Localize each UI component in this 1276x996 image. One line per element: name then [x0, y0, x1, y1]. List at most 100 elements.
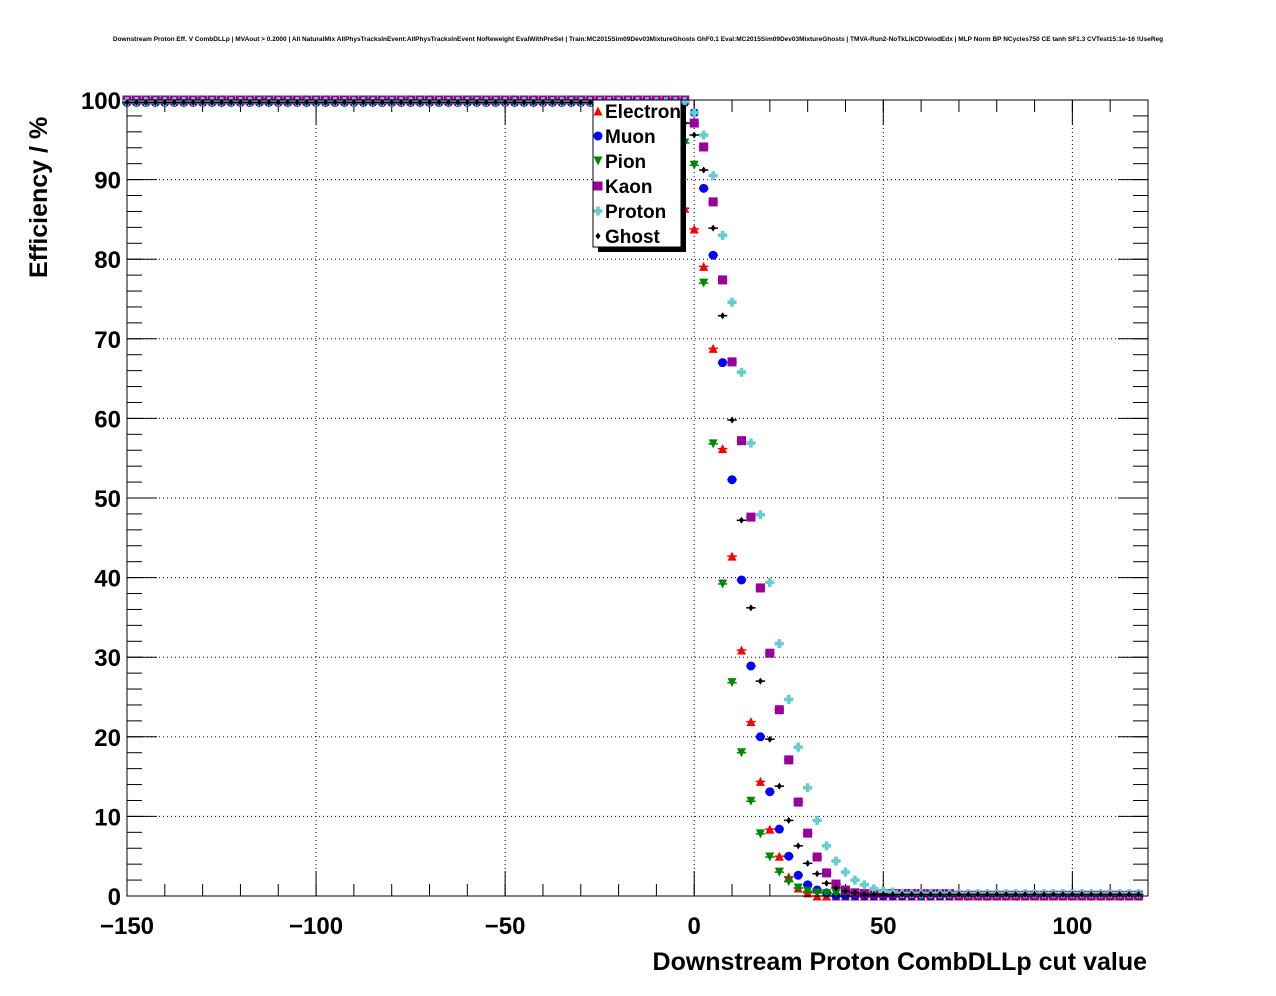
data-point	[436, 98, 442, 106]
data-point	[379, 98, 385, 106]
data-point	[708, 171, 718, 181]
data-point	[483, 98, 489, 106]
data-point	[689, 224, 699, 234]
data-point	[313, 98, 319, 106]
data-point	[133, 98, 139, 106]
data-point	[578, 98, 584, 106]
x-tick-label: 0	[688, 913, 701, 940]
data-point	[824, 879, 830, 887]
data-point	[736, 575, 746, 585]
data-point	[831, 879, 841, 889]
data-point	[795, 842, 801, 850]
data-point	[812, 852, 822, 862]
data-point	[408, 98, 414, 106]
x-tick-label: −150	[100, 913, 154, 940]
data-point	[736, 645, 746, 655]
data-point	[464, 98, 470, 106]
y-tick-label: 80	[94, 247, 121, 274]
data-point	[701, 166, 707, 174]
data-point	[746, 512, 756, 522]
data-point	[699, 142, 709, 152]
data-point	[699, 183, 709, 193]
data-point	[812, 888, 822, 898]
data-point	[689, 118, 699, 128]
data-point	[718, 230, 728, 240]
data-point	[774, 851, 784, 861]
data-point	[493, 98, 499, 106]
legend-marker-muon	[593, 131, 603, 141]
data-point	[812, 815, 822, 825]
data-point	[803, 886, 813, 896]
legend-box	[592, 99, 682, 248]
data-point	[699, 278, 709, 288]
data-point	[755, 829, 765, 839]
data-point	[304, 98, 310, 106]
data-point	[587, 98, 593, 106]
data-point	[718, 579, 728, 589]
data-point	[746, 438, 756, 448]
data-point	[512, 98, 518, 106]
data-point	[294, 98, 300, 106]
data-point	[699, 130, 709, 140]
y-tick-label: 40	[94, 566, 121, 593]
y-tick-label: 50	[94, 486, 121, 513]
data-point	[793, 797, 803, 807]
data-point	[200, 98, 206, 106]
data-point	[765, 648, 775, 658]
y-tick-label: 70	[94, 327, 121, 354]
data-point	[209, 98, 215, 106]
data-point	[736, 436, 746, 446]
data-point	[736, 748, 746, 758]
x-tick-label: −100	[289, 913, 343, 940]
data-point	[427, 98, 433, 106]
data-point	[559, 98, 565, 106]
legend-marker-proton	[593, 206, 603, 216]
data-point	[727, 297, 737, 307]
data-point	[805, 859, 811, 867]
data-point	[689, 160, 699, 170]
data-point	[803, 828, 813, 838]
data-point	[765, 787, 775, 797]
x-axis-title: Downstream Proton CombDLLp cut value	[653, 948, 1148, 976]
data-point	[718, 444, 728, 454]
data-point	[755, 510, 765, 520]
data-point	[708, 197, 718, 207]
data-point	[842, 887, 848, 895]
data-point	[765, 577, 775, 587]
data-point	[852, 889, 858, 897]
x-tick-label: 50	[870, 913, 897, 940]
data-point	[266, 98, 272, 106]
data-point	[746, 661, 756, 671]
data-point	[398, 98, 404, 106]
data-point	[729, 416, 735, 424]
data-point	[793, 883, 803, 893]
y-tick-label: 10	[94, 804, 121, 831]
data-point	[727, 357, 737, 367]
data-point	[850, 875, 860, 885]
data-point	[736, 367, 746, 377]
data-point	[814, 870, 820, 878]
data-point	[784, 877, 794, 887]
y-axis-title: Efficiency / %	[25, 117, 53, 278]
data-point	[803, 783, 813, 793]
data-point	[549, 98, 555, 106]
data-point	[455, 98, 461, 106]
data-point	[786, 816, 792, 824]
data-point	[859, 880, 869, 890]
y-tick-label: 90	[94, 168, 121, 195]
data-point	[774, 639, 784, 649]
data-point	[417, 98, 423, 106]
data-point	[793, 870, 803, 880]
data-point	[285, 98, 291, 106]
data-point	[767, 735, 773, 743]
data-point	[502, 98, 508, 106]
legend-marker-pion	[593, 156, 603, 166]
data-point	[171, 98, 177, 106]
data-point	[822, 841, 832, 851]
data-point	[181, 98, 187, 106]
data-point	[748, 604, 754, 612]
data-point	[755, 776, 765, 786]
x-tick-label: 100	[1052, 913, 1092, 940]
